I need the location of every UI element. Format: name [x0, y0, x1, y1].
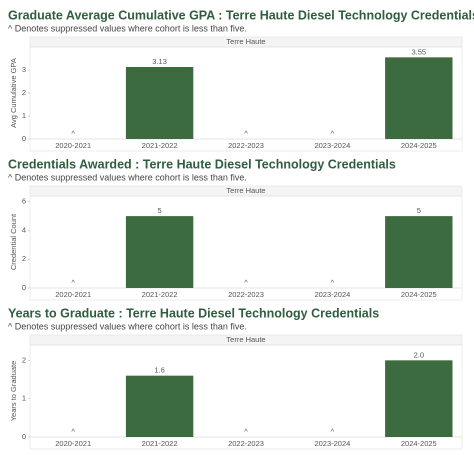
chart-subtitle: ^ Denotes suppressed values where cohort…: [8, 23, 247, 33]
y-tick-label: 0: [22, 283, 26, 292]
x-tick-label: 2023-2024: [314, 141, 350, 150]
bar: [125, 216, 194, 288]
chart: Years to Graduate : Terre Haute Diesel T…: [8, 306, 463, 450]
y-tick-label: 0: [22, 134, 26, 143]
chart: Credentials Awarded : Terre Haute Diesel…: [8, 157, 463, 301]
y-axis-label: Years to Graduate: [9, 361, 18, 422]
bar: [385, 57, 453, 139]
chart: Graduate Average Cumulative GPA : Terre …: [8, 8, 474, 152]
value-label: 5: [417, 206, 421, 215]
chart-title: Years to Graduate : Terre Haute Diesel T…: [8, 306, 379, 320]
x-tick-label: 2024-2025: [401, 439, 437, 448]
chart-title: Graduate Average Cumulative GPA : Terre …: [8, 8, 474, 22]
plot-frame: [29, 344, 463, 450]
bar: [385, 360, 453, 437]
value-label: 5: [158, 206, 162, 215]
value-label: 3.55: [411, 47, 426, 56]
value-label: ^: [244, 278, 248, 287]
y-tick-label: 2: [22, 355, 26, 364]
value-label: ^: [331, 427, 335, 436]
value-label: ^: [71, 129, 75, 138]
panel-header: Terre Haute: [226, 186, 265, 195]
bar: [125, 375, 194, 437]
chart-subtitle: ^ Denotes suppressed values where cohort…: [8, 172, 247, 182]
y-tick-label: 4: [22, 225, 26, 234]
plot-frame: [29, 46, 463, 152]
chart-title: Credentials Awarded : Terre Haute Diesel…: [8, 157, 396, 171]
x-tick-label: 2023-2024: [314, 290, 350, 299]
value-label: 3.13: [152, 57, 167, 66]
value-label: ^: [71, 427, 75, 436]
value-label: ^: [244, 427, 248, 436]
x-tick-label: 2022-2023: [228, 439, 264, 448]
value-label: 1.6: [154, 366, 164, 375]
value-label: ^: [331, 129, 335, 138]
x-tick-label: 2020-2021: [55, 290, 91, 299]
x-tick-label: 2023-2024: [314, 439, 350, 448]
y-tick-label: 2: [22, 88, 26, 97]
y-axis-label: Avg Cumulative GPA: [9, 58, 18, 128]
y-tick-label: 2: [22, 254, 26, 263]
value-label: 2.0: [414, 350, 424, 359]
y-axis-label: Credential Count: [9, 213, 18, 270]
x-tick-label: 2024-2025: [401, 141, 437, 150]
panel-header: Terre Haute: [226, 37, 265, 46]
panel-header: Terre Haute: [226, 335, 265, 344]
y-tick-label: 3: [22, 65, 26, 74]
y-tick-label: 1: [22, 111, 26, 120]
chart-subtitle: ^ Denotes suppressed values where cohort…: [8, 321, 247, 331]
x-tick-label: 2021-2022: [142, 290, 178, 299]
x-tick-label: 2024-2025: [401, 290, 437, 299]
y-tick-label: 1: [22, 394, 26, 403]
x-tick-label: 2022-2023: [228, 290, 264, 299]
y-tick-label: 6: [22, 197, 26, 206]
value-label: ^: [71, 278, 75, 287]
value-label: ^: [244, 129, 248, 138]
bar: [385, 216, 453, 288]
x-tick-label: 2021-2022: [142, 141, 178, 150]
value-label: ^: [331, 278, 335, 287]
x-tick-label: 2020-2021: [55, 141, 91, 150]
y-tick-label: 0: [22, 432, 26, 441]
x-tick-label: 2022-2023: [228, 141, 264, 150]
bar: [125, 67, 194, 139]
x-tick-label: 2020-2021: [55, 439, 91, 448]
x-tick-label: 2021-2022: [142, 439, 178, 448]
plot-frame: [29, 195, 463, 301]
